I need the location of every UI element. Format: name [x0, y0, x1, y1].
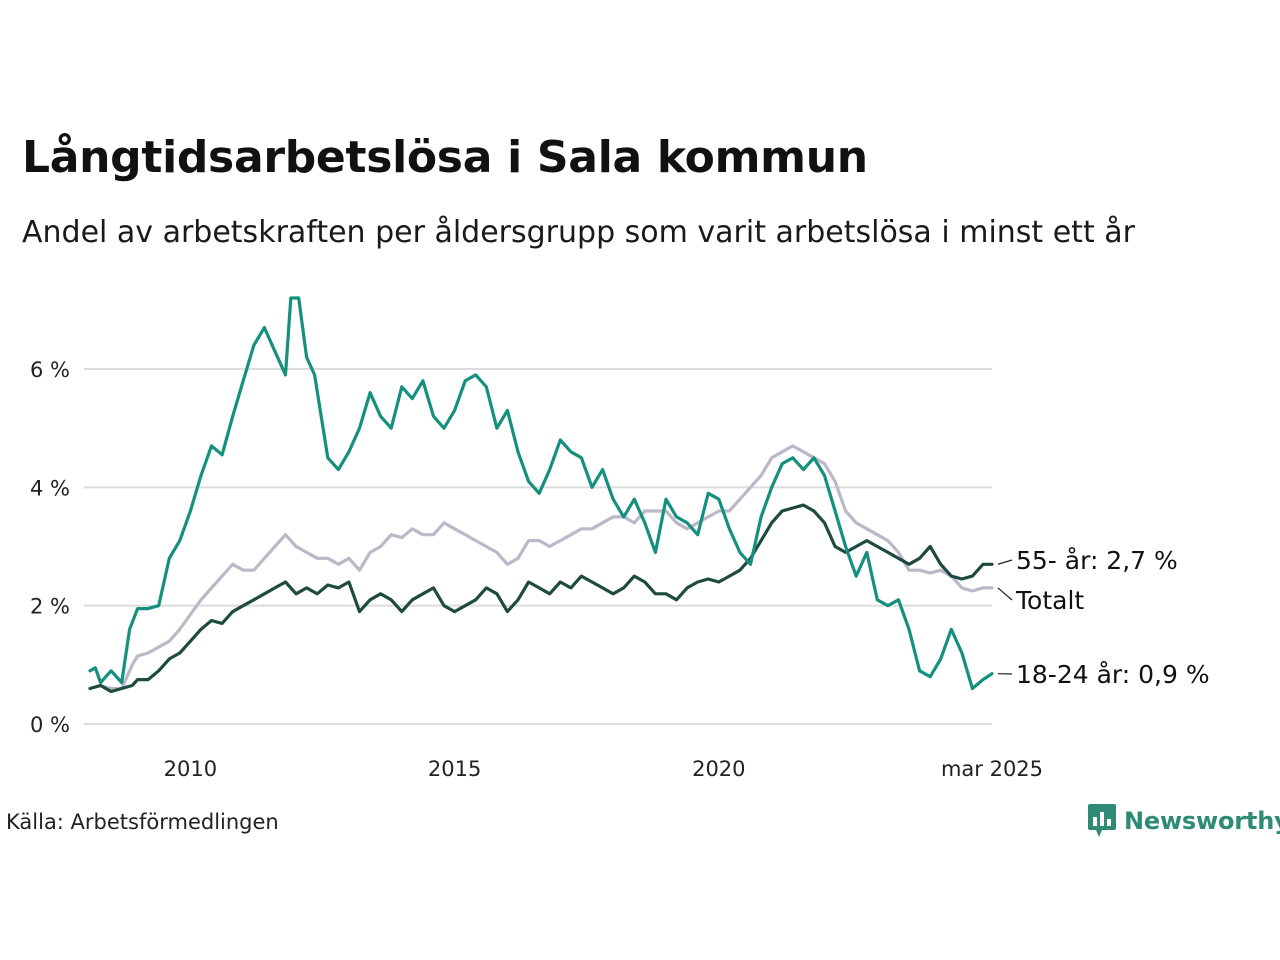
x-tick-label: mar 2025 — [941, 757, 1043, 781]
series-lines — [88, 296, 994, 694]
series-labels: Totalt 55- år: 2,7 % 18-24 år: 0,9 % — [997, 546, 1210, 689]
newsworthy-logo-icon — [1088, 804, 1116, 837]
y-tick-label: 4 % — [30, 476, 70, 500]
chart-title: Långtidsarbetslösa i Sala kommun — [22, 132, 868, 183]
brand-logo: Newsworthy — [1088, 804, 1280, 838]
source-note: Källa: Arbetsförmedlingen — [6, 810, 279, 834]
chart-subtitle: Andel av arbetskraften per åldersgrupp s… — [22, 215, 1135, 250]
y-tick-label: 0 % — [30, 713, 70, 737]
x-tick-label: 2020 — [692, 757, 745, 781]
series-end-label: 55- år: 2,7 % — [1016, 546, 1178, 575]
series-end-label: Totalt — [1015, 586, 1084, 615]
y-tick-label: 2 % — [30, 595, 70, 619]
series-label-leader — [997, 559, 1013, 565]
series-label-leader — [997, 587, 1013, 601]
series-line-0 — [88, 444, 994, 691]
series-end-label: 18-24 år: 0,9 % — [1016, 660, 1210, 689]
x-tick-label: 2015 — [428, 757, 481, 781]
axis-labels: 0 % 2 % 4 % 6 % 2010 2015 2020 mar 2025 — [30, 358, 1043, 781]
series-line-1 — [88, 503, 994, 694]
y-tick-label: 6 % — [30, 358, 70, 382]
x-tick-label: 2010 — [164, 757, 217, 781]
gridlines — [84, 368, 992, 725]
series-line-2 — [88, 296, 994, 691]
brand-name: Newsworthy — [1124, 807, 1280, 835]
